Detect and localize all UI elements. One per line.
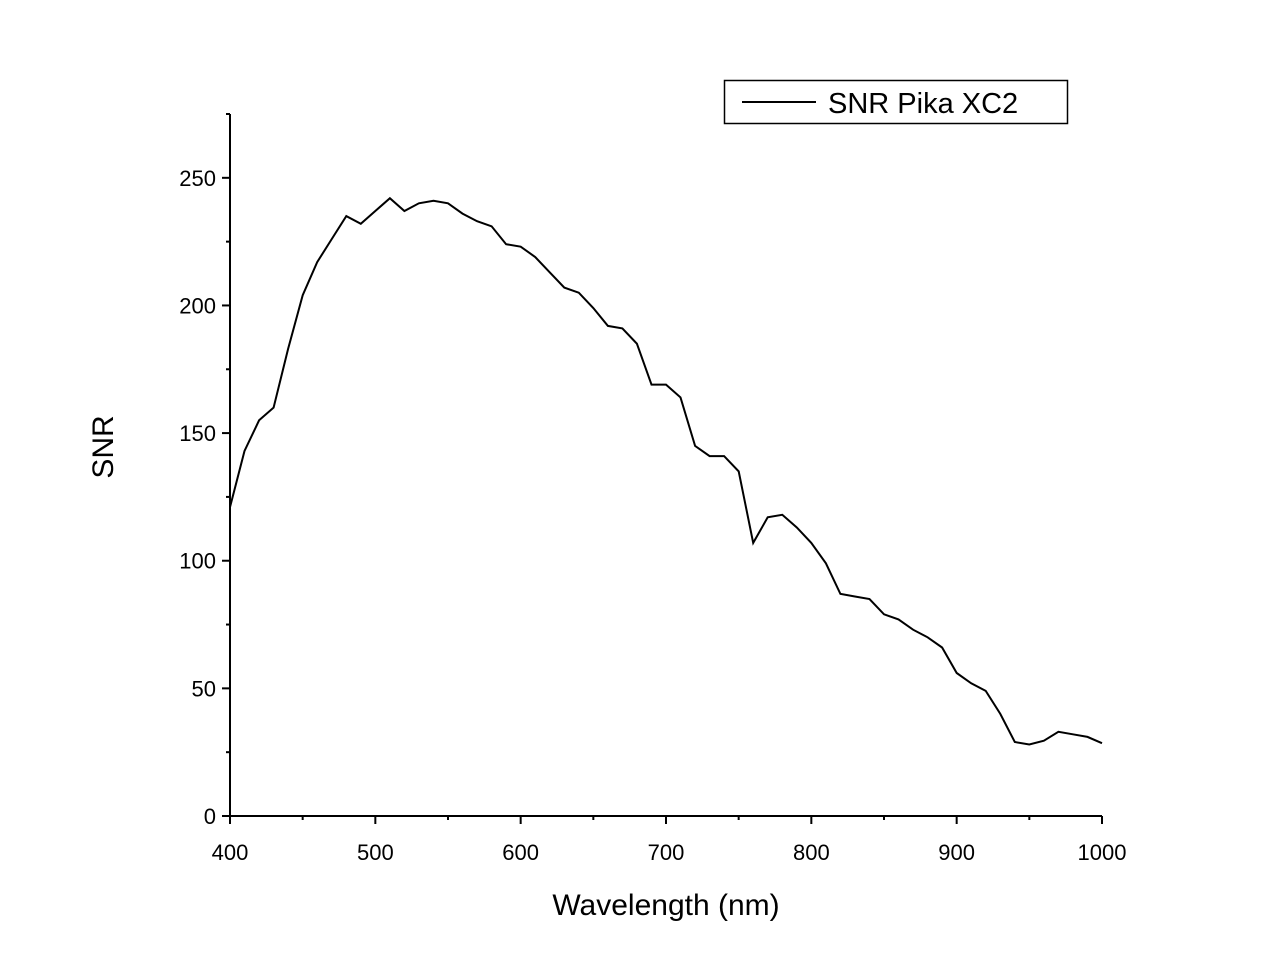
x-axis-ticks: 400 500 600 700 800 900 1000 — [212, 816, 1127, 865]
y-tick-label: 50 — [192, 676, 216, 701]
axes — [229, 114, 1102, 817]
y-tick-label: 100 — [179, 549, 216, 574]
x-tick-label: 700 — [648, 840, 685, 865]
x-tick-label: 400 — [212, 840, 249, 865]
x-tick-label: 1000 — [1078, 840, 1127, 865]
y-tick-label: 0 — [204, 804, 216, 829]
x-tick-label: 900 — [938, 840, 975, 865]
x-tick-label: 800 — [793, 840, 830, 865]
series-line-snr-pika-xc2 — [229, 196, 1103, 746]
y-tick-label: 150 — [179, 421, 216, 446]
y-axis-ticks: 0 50 100 150 200 250 — [179, 113, 230, 829]
x-axis-label: Wavelength (nm) — [552, 889, 779, 922]
y-tick-label: 200 — [179, 293, 216, 318]
x-tick-label: 500 — [357, 840, 394, 865]
legend-label: SNR Pika XC2 — [828, 88, 1018, 120]
x-tick-label: 600 — [502, 840, 539, 865]
y-tick-label: 250 — [179, 166, 216, 191]
y-axis-label: SNR — [87, 415, 120, 478]
legend: SNR Pika XC2 — [723, 79, 1069, 125]
